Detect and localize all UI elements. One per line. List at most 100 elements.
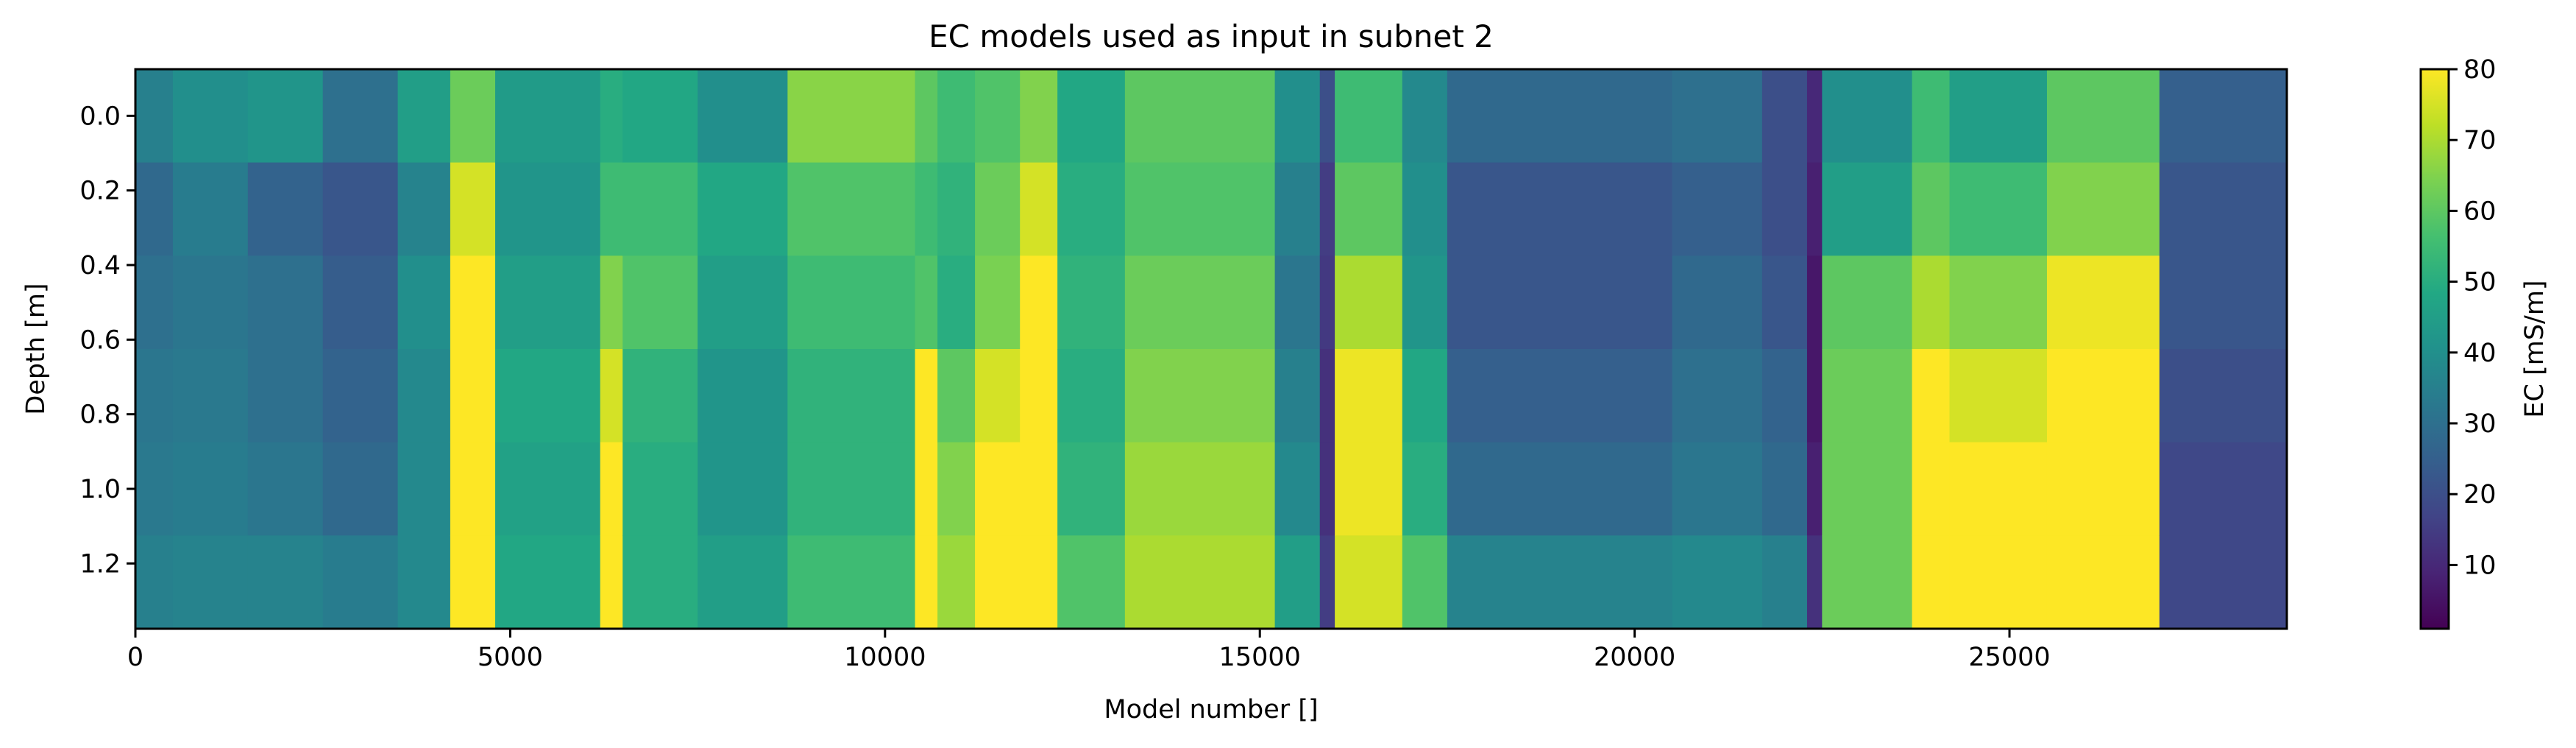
heatmap-cell [915,535,938,629]
heatmap-cell [787,162,916,256]
heatmap-cell [2046,349,2160,443]
heatmap-cell [450,349,496,443]
heatmap-cell [247,162,324,256]
heatmap-cell [787,69,916,163]
heatmap-cell [600,69,623,163]
heatmap-cell [1912,442,1951,536]
x-tick-label: 5000 [478,643,543,672]
x-axis: 0 5000 10000 15000 20000 25000 [127,629,2051,672]
heatmap-cell [1124,69,1276,163]
heatmap-cell [1761,255,1808,350]
heatmap-cell [1949,255,2048,350]
heatmap-cell [322,535,399,629]
heatmap-cell [787,442,916,536]
heatmap-cell [1761,535,1808,629]
heatmap-cell [397,255,451,350]
heatmap-cell [135,442,174,536]
heatmap-cell [600,442,623,536]
heatmap-cell [698,162,788,256]
y-tick-label: 0.8 [79,401,121,430]
heatmap-cell [622,349,698,443]
heatmap-cell [1020,162,1058,256]
heatmap-cell [1274,255,1321,350]
colorbar-tick-label: 30 [2463,409,2497,439]
y-tick-label: 1.2 [79,549,121,579]
heatmap-cell [1335,255,1403,350]
heatmap-cell [1949,535,2048,629]
heatmap-cell [172,535,249,629]
heatmap-cell [495,162,601,256]
heatmap-cell [1057,162,1126,256]
heatmap-cell [1020,69,1058,163]
heatmap-cell [1402,162,1448,256]
heatmap-cell [1822,535,1913,629]
heatmap-cell [495,69,601,163]
heatmap-cell [2159,442,2288,536]
heatmap-cell [1806,535,1823,629]
heatmap-cell [1319,535,1335,629]
colorbar-title: EC [mS/m] [2520,280,2550,417]
heatmap-cell [937,255,976,350]
heatmap-cell [600,349,623,443]
heatmap-cell [937,535,976,629]
heatmap-cell [450,442,496,536]
heatmap-cell [1124,442,1276,536]
heatmap-cell [1912,69,1951,163]
heatmap-cell [1912,162,1951,256]
heatmap-cell [937,442,976,536]
heatmap-cell [135,255,174,350]
heatmap-cell [622,535,698,629]
heatmap-cell [247,349,324,443]
heatmap-cell [450,69,496,163]
heatmap-cell [135,349,174,443]
colorbar-tick-label: 50 [2463,268,2497,297]
heatmap-cell [397,69,451,163]
heatmap-cell [937,69,976,163]
colorbar-tick-label: 80 [2463,55,2497,85]
heatmap-cell [1057,69,1126,163]
heatmap-cell [2159,255,2288,350]
heatmap-cell [1319,349,1335,443]
heatmap-cell [2046,442,2160,536]
heatmap-cell [247,442,324,536]
heatmap-cell [172,255,249,350]
heatmap-cell [1822,442,1913,536]
colorbar-tick-label: 60 [2463,197,2497,226]
heatmap-cell [397,162,451,256]
heatmap-cell [1949,162,2048,256]
heatmap-cell [622,162,698,256]
heatmap-cell [1124,162,1276,256]
heatmap-cell [1319,442,1335,536]
heatmap-cell [600,535,623,629]
heatmap-cell [1402,255,1448,350]
y-tick-label: 0.0 [79,102,121,131]
heatmap-cell [698,255,788,350]
heatmap-cell [622,442,698,536]
heatmap-cell [2159,162,2288,256]
heatmap-cell [495,349,601,443]
heatmap-cell [1672,162,1763,256]
heatmap-cell [1402,349,1448,443]
heatmap-cell [1949,442,2048,536]
heatmap-cell [1912,255,1951,350]
y-axis-title: Depth [m] [21,283,51,414]
heatmap-cell [1806,69,1823,163]
x-tick-label: 10000 [844,643,926,672]
heatmap-cell [1761,69,1808,163]
heatmap-cell [495,255,601,350]
heatmap-cell [937,349,976,443]
heatmap-cell [1020,442,1058,536]
x-tick-label: 25000 [1968,643,2050,672]
heatmap-cell [1822,162,1913,256]
heatmap-cell [1672,535,1763,629]
heatmap-cell [1124,255,1276,350]
heatmap-cell [787,535,916,629]
heatmap-cell [2046,535,2160,629]
heatmap-cell [915,69,938,163]
heatmap-cell [1822,255,1913,350]
heatmap-cell [600,162,623,256]
y-tick-label: 1.0 [79,475,121,504]
y-tick-label: 0.4 [79,251,121,280]
heatmap-cell [698,535,788,629]
heatmap-cell [787,349,916,443]
